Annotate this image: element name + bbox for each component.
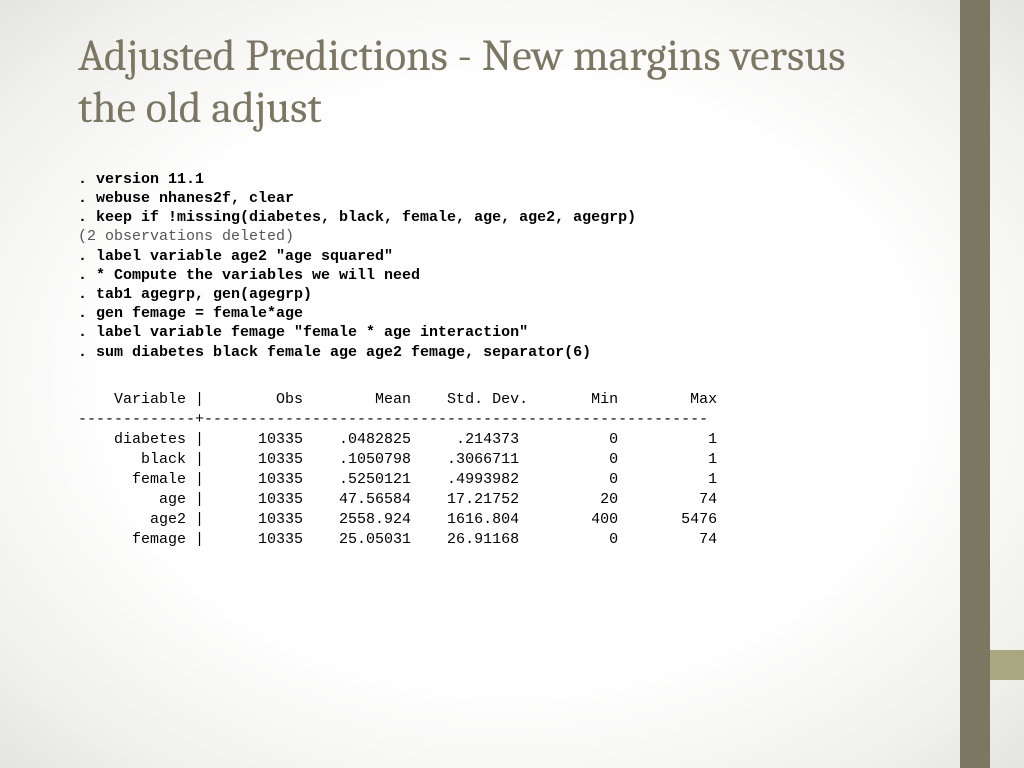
accent-bar (960, 0, 990, 768)
accent-notch (990, 650, 1024, 680)
code-line: . sum diabetes black female age age2 fem… (78, 344, 591, 361)
code-line: . tab1 agegrp, gen(agegrp) (78, 286, 312, 303)
code-line: . gen femage = female*age (78, 305, 303, 322)
slide-title: Adjusted Predictions - New margins versu… (78, 30, 898, 134)
slide-content: Adjusted Predictions - New margins versu… (78, 30, 898, 551)
summary-table: Variable | Obs Mean Std. Dev. Min Max --… (78, 370, 898, 551)
slide: Adjusted Predictions - New margins versu… (0, 0, 1024, 768)
code-block: . version 11.1 . webuse nhanes2f, clear … (78, 170, 898, 362)
code-line: . label variable femage "female * age in… (78, 324, 528, 341)
code-line: . label variable age2 "age squared" (78, 248, 393, 265)
code-line: . * Compute the variables we will need (78, 267, 420, 284)
code-line: . keep if !missing(diabetes, black, fema… (78, 209, 636, 226)
code-line: . webuse nhanes2f, clear (78, 190, 294, 207)
code-line: . version 11.1 (78, 171, 204, 188)
code-line: (2 observations deleted) (78, 228, 294, 245)
